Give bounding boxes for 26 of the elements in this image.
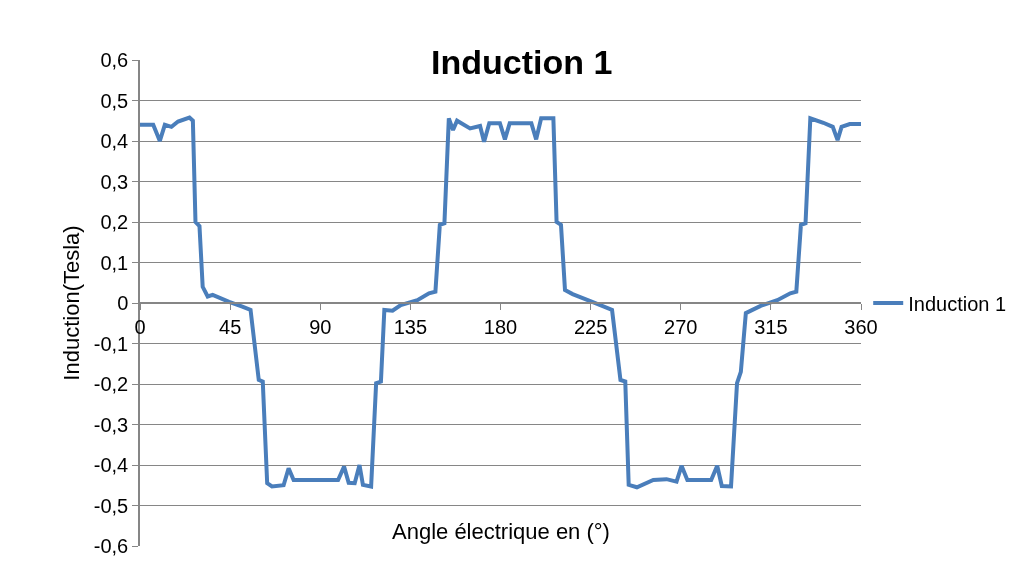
y-tick-label: -0,6	[93, 535, 129, 557]
x-tick-label: 225	[573, 315, 608, 338]
y-tick-label: 0,1	[100, 251, 129, 274]
y-tick-label: -0,2	[93, 373, 129, 395]
y-tick-label: 0,6	[100, 49, 129, 71]
y-tick-label: -0,5	[93, 494, 129, 517]
x-axis-title: Angle électrique en (°)	[392, 519, 610, 544]
y-axis-title: Induction(Tesla)	[59, 225, 85, 381]
x-tick-label: 0	[134, 315, 146, 338]
x-tick-label: 360	[844, 315, 878, 338]
x-tick-label: 135	[393, 315, 428, 338]
x-tick-label: 315	[754, 315, 788, 338]
x-tick-label: 45	[219, 315, 242, 338]
y-tick-label: -0,1	[93, 332, 129, 355]
x-tick-label: 270	[664, 315, 698, 338]
x-tick-label: 90	[309, 315, 332, 338]
y-tick-label: 0,4	[100, 130, 129, 152]
chart-title: Induction 1	[431, 42, 613, 81]
y-tick-label: 0,3	[100, 170, 129, 193]
y-tick-label: 0,5	[100, 89, 129, 112]
y-tick-label: 0,2	[100, 211, 129, 233]
y-tick-label: -0,3	[93, 413, 129, 436]
x-tick-label: 180	[483, 315, 518, 338]
legend-label: Induction 1	[908, 292, 1007, 315]
y-tick-label: 0	[117, 292, 129, 314]
y-tick-label: -0,4	[93, 454, 129, 476]
